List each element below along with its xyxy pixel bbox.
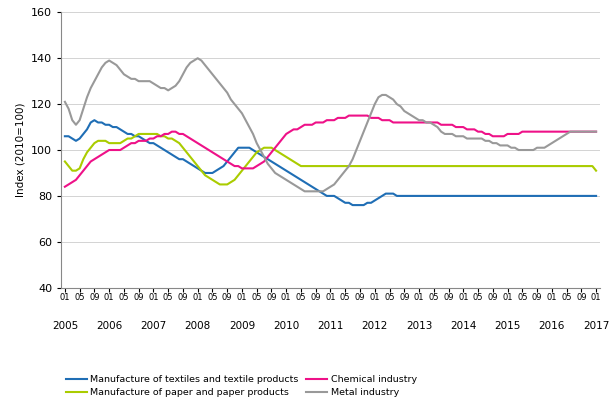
Chemical industry: [65, 182, 72, 187]
Metal industry: [471, 136, 478, 141]
Metal industry: [65, 106, 72, 111]
Manufacture of textiles and textile products: [375, 196, 382, 201]
Y-axis label: Index (2010=100): Index (2010=100): [15, 103, 26, 197]
Manufacture of textiles and textile products: [87, 120, 94, 125]
Manufacture of paper and paper products: [65, 164, 72, 169]
Chemical industry: [371, 115, 378, 120]
Metal industry: [563, 132, 570, 136]
Metal industry: [61, 99, 69, 104]
Chemical industry: [559, 129, 567, 134]
Manufacture of paper and paper products: [471, 164, 478, 169]
Manufacture of textiles and textile products: [61, 134, 69, 139]
Manufacture of paper and paper products: [87, 145, 94, 150]
Line: Metal industry: Metal industry: [65, 58, 596, 191]
Manufacture of paper and paper products: [216, 182, 223, 187]
Metal industry: [375, 95, 382, 100]
Manufacture of paper and paper products: [61, 159, 69, 164]
Manufacture of textiles and textile products: [563, 194, 570, 199]
Line: Manufacture of paper and paper products: Manufacture of paper and paper products: [65, 134, 596, 185]
Manufacture of paper and paper products: [375, 164, 382, 169]
Manufacture of paper and paper products: [563, 164, 570, 169]
Chemical industry: [482, 132, 489, 136]
Manufacture of paper and paper products: [485, 164, 493, 169]
Chemical industry: [467, 127, 474, 132]
Manufacture of textiles and textile products: [485, 194, 493, 199]
Line: Chemical industry: Chemical industry: [65, 115, 596, 187]
Legend: Manufacture of textiles and textile products, Manufacture of paper and paper pro: Manufacture of textiles and textile prod…: [66, 375, 417, 397]
Chemical industry: [87, 159, 94, 164]
Chemical industry: [61, 184, 69, 189]
Line: Manufacture of textiles and textile products: Manufacture of textiles and textile prod…: [65, 120, 596, 205]
Chemical industry: [345, 113, 353, 118]
Manufacture of textiles and textile products: [91, 118, 98, 122]
Chemical industry: [592, 129, 600, 134]
Metal industry: [485, 139, 493, 143]
Metal industry: [592, 129, 600, 134]
Manufacture of textiles and textile products: [592, 194, 600, 199]
Manufacture of textiles and textile products: [65, 134, 72, 139]
Metal industry: [194, 56, 201, 61]
Metal industry: [301, 189, 308, 194]
Manufacture of paper and paper products: [592, 168, 600, 173]
Metal industry: [87, 85, 94, 90]
Manufacture of textiles and textile products: [349, 203, 356, 208]
Manufacture of textiles and textile products: [471, 194, 478, 199]
Manufacture of paper and paper products: [135, 132, 143, 136]
